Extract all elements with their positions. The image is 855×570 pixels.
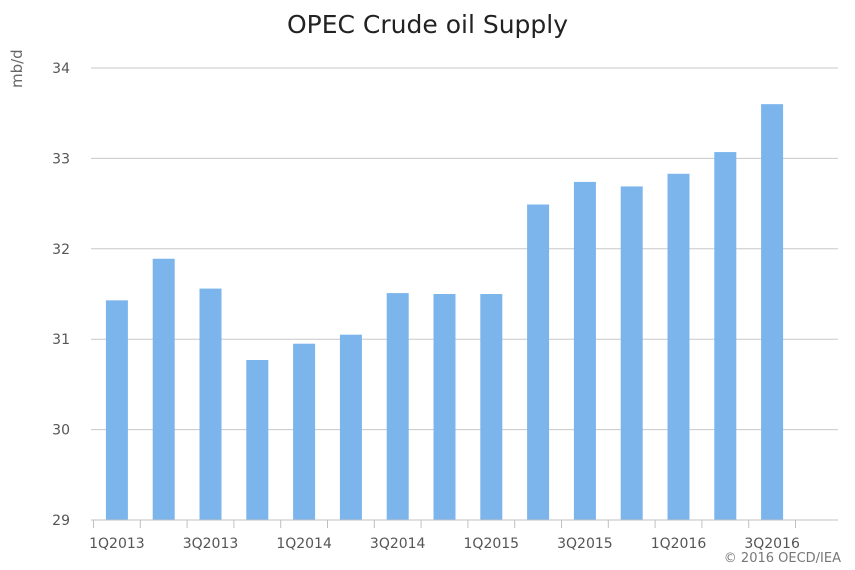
bar-2Q2013 <box>152 258 175 520</box>
bar-4Q2013 <box>246 359 269 520</box>
bar-3Q2014 <box>386 293 409 520</box>
y-tick-label: 33 <box>52 151 70 167</box>
x-tick-label: 3Q2014 <box>370 536 426 552</box>
bar-1Q2016 <box>667 173 690 520</box>
x-tick-label: 3Q2013 <box>183 536 239 552</box>
x-axis: 1Q2013 3Q2013 1Q2014 3Q2014 1Q2015 3Q2015 1Q20… <box>89 519 838 552</box>
x-tick-label: 3Q2016 <box>744 536 800 552</box>
bar-1Q2014 <box>293 343 316 520</box>
bar-2Q2016 <box>714 152 737 520</box>
bar-3Q2016 <box>761 104 784 520</box>
y-tick-label: 29 <box>52 513 70 529</box>
y-axis: 29 30 31 32 33 34 <box>52 61 70 529</box>
copyright-credit: © 2016 OECD/IEA <box>723 551 841 566</box>
bar-3Q2015 <box>573 181 596 521</box>
x-tick-label: 1Q2013 <box>89 536 145 552</box>
x-tick-label: 1Q2015 <box>464 536 520 552</box>
bar-3Q2013 <box>199 288 222 520</box>
bars <box>105 104 784 521</box>
y-tick-label: 32 <box>52 242 70 258</box>
y-tick-label: 34 <box>52 61 70 77</box>
y-tick-label: 31 <box>52 332 70 348</box>
bar-2Q2014 <box>339 334 362 520</box>
y-tick-label: 30 <box>52 423 70 439</box>
x-tick-label: 3Q2015 <box>557 536 613 552</box>
chart-title: OPEC Crude oil Supply <box>286 10 569 39</box>
x-tick-label: 1Q2016 <box>651 536 707 552</box>
bar-1Q2013 <box>105 300 128 520</box>
bar-2Q2015 <box>527 204 550 520</box>
bar-4Q2014 <box>433 294 456 520</box>
bar-4Q2015 <box>620 186 643 520</box>
x-tick-label: 1Q2014 <box>276 536 332 552</box>
bar-1Q2015 <box>480 294 503 520</box>
